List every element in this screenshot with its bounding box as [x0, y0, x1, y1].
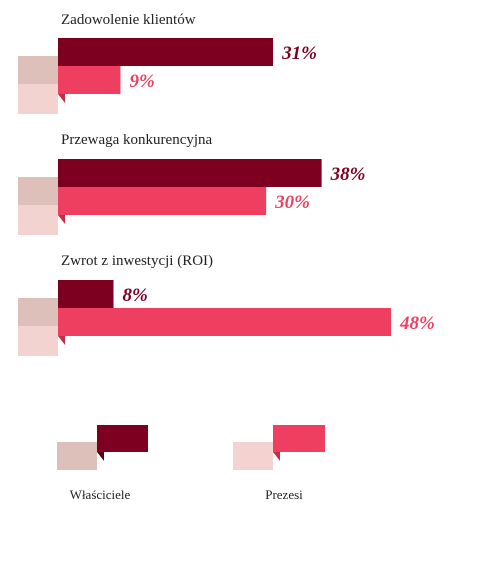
legend-swatch-tab [233, 442, 273, 470]
bar [58, 159, 322, 187]
legend-swatch-bar [97, 425, 148, 452]
bar [58, 66, 121, 94]
bar [58, 187, 267, 215]
category-label: Zwrot z inwestycji (ROI) [61, 253, 213, 269]
series2-tab [18, 205, 58, 235]
series1-tab [18, 56, 58, 86]
value-label: 31% [281, 43, 317, 64]
series2-tab [18, 84, 58, 114]
series1-tab [18, 298, 58, 328]
bar [58, 38, 274, 66]
bar [58, 308, 391, 336]
value-label: 38% [330, 164, 366, 185]
legend-swatch-fold [273, 452, 280, 461]
legend-swatch-bar [273, 425, 325, 452]
series1-tab [18, 177, 58, 207]
legend-label: Prezesi [265, 487, 303, 502]
legend-label: Właściciele [70, 487, 131, 502]
category-label: Zadowolenie klientów [61, 12, 196, 28]
category-label: Przewaga konkurencyjna [61, 132, 213, 148]
legend-swatch-tab [57, 442, 97, 470]
value-label: 8% [123, 285, 148, 306]
value-label: 48% [399, 313, 435, 334]
series2-tab [18, 326, 58, 356]
value-label: 30% [274, 192, 310, 213]
bar [58, 280, 114, 308]
value-label: 9% [129, 71, 154, 92]
bar-fold [58, 336, 65, 345]
bar-fold [58, 215, 65, 224]
legend-swatch-fold [97, 452, 104, 461]
bar-fold [58, 94, 65, 103]
